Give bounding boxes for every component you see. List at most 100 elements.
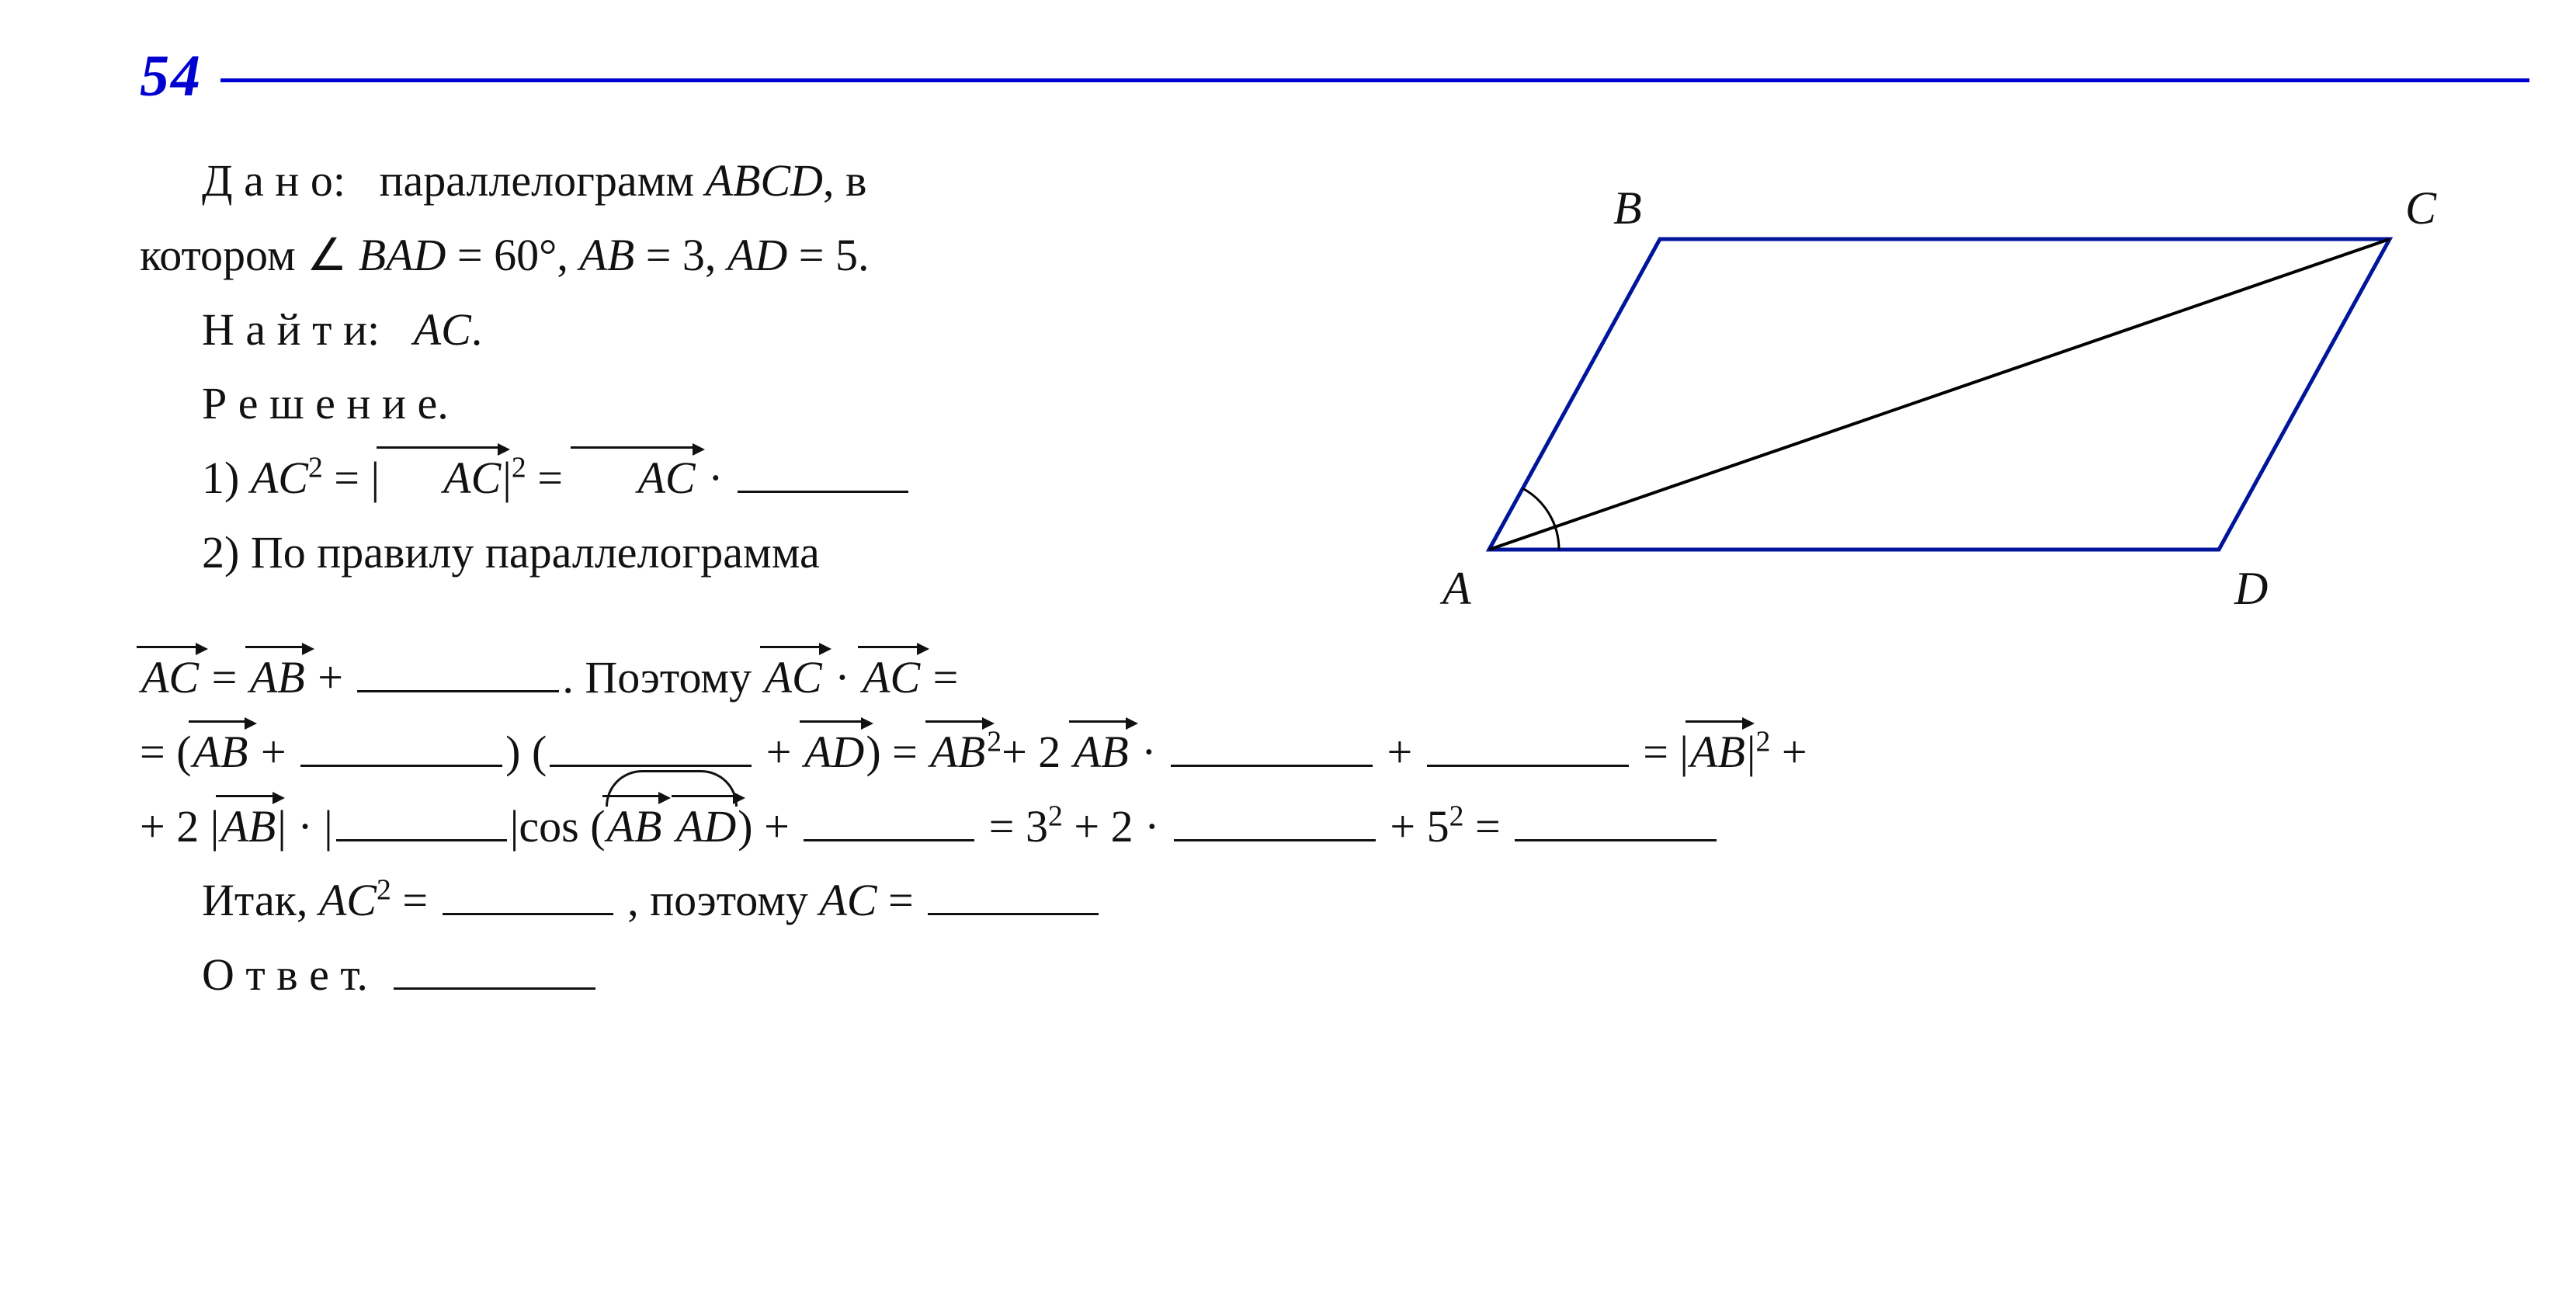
pl10: +	[1379, 801, 1427, 852]
dot1: ·	[697, 453, 734, 503]
vec-ac-2: AC	[574, 443, 696, 513]
side2v: 5	[835, 230, 858, 280]
bar4: |	[1747, 727, 1756, 777]
eq8: =	[892, 727, 929, 777]
vec-ac-4: AC	[763, 643, 824, 713]
s1p: 1)	[202, 453, 251, 503]
blank-9[interactable]	[1174, 798, 1376, 841]
shape-name: ABCD	[706, 155, 823, 206]
op2: (	[532, 727, 547, 777]
ac-fin: AC	[319, 875, 377, 925]
bar8: |	[510, 801, 519, 852]
angle-name: BAD	[359, 230, 446, 280]
pl5: +	[1376, 727, 1424, 777]
text-column: Д а н о: параллелограмм ABCD, в котором …	[140, 146, 1380, 592]
n5: 5	[1427, 801, 1449, 852]
eq7: =	[922, 652, 958, 703]
bar7: |	[324, 801, 333, 852]
side1v: 3	[682, 230, 705, 280]
cl3: )	[738, 801, 752, 852]
bar2: |	[502, 453, 512, 503]
sq7: 2	[377, 874, 391, 907]
therefore: поэтому	[650, 875, 808, 925]
eq9: =	[1643, 727, 1679, 777]
sq6: 2	[1449, 800, 1464, 832]
pl3: +	[755, 727, 803, 777]
angle-arc-span: AB AD	[606, 792, 738, 862]
blank-answer[interactable]	[394, 947, 595, 990]
find-line: Н а й т и: AC.	[140, 295, 1349, 365]
vec-ab-7: AB	[606, 792, 664, 862]
two: 2	[1111, 801, 1134, 852]
svg-text:B: B	[1613, 182, 1642, 234]
vec-ac-5: AC	[861, 643, 922, 713]
ac-fin2: AC	[819, 875, 877, 925]
blank-4[interactable]	[550, 724, 752, 767]
solution-label-line: Р е ш е н и е.	[140, 369, 1349, 439]
dot3: ·	[1130, 727, 1168, 777]
vec-ab-1: AB	[248, 643, 307, 713]
blank-7[interactable]	[336, 798, 507, 841]
blank-3[interactable]	[300, 724, 502, 767]
dot5: ·	[1134, 801, 1171, 852]
eq3: =	[787, 230, 835, 280]
vec-ab-4: AB	[1072, 717, 1130, 787]
pl2: +	[249, 727, 297, 777]
step-2b: AC = AB + . Поэтому AC · AC =	[140, 643, 2529, 713]
eq4: =	[334, 453, 370, 503]
s2p: 2) По правилу параллелограмма	[202, 527, 820, 578]
blank-5[interactable]	[1171, 724, 1373, 767]
figure-column: A B C D	[1380, 146, 2529, 643]
blank-10[interactable]	[1515, 798, 1717, 841]
step-2d: + 2 |AB| · ||cos (AB AD) + = 32 + 2 · + …	[140, 792, 2529, 862]
side1: AB	[579, 230, 634, 280]
dot4: ·	[286, 801, 324, 852]
blank-6[interactable]	[1427, 724, 1629, 767]
conclusion-line: Итак, AC2 = , поэтому AC =	[140, 866, 2529, 935]
bar1: |	[371, 453, 380, 503]
eq12: =	[391, 875, 439, 925]
thus: Итак,	[202, 875, 307, 925]
eq10: =	[989, 801, 1026, 852]
c2: ,	[705, 230, 727, 280]
bar6: |	[277, 801, 286, 852]
find-label: Н а й т и:	[202, 304, 380, 355]
step-2a: 2) По правилу параллелограмма	[140, 518, 1349, 588]
blank-11[interactable]	[443, 873, 613, 915]
cos: cos	[519, 801, 590, 852]
blank-8[interactable]	[804, 798, 974, 841]
vec-ab-5: AB	[1689, 717, 1747, 787]
vec-ad-2: AD	[675, 792, 738, 862]
vec-ab-6: AB	[219, 792, 277, 862]
eq1: =	[446, 230, 494, 280]
pl4: + 2	[1002, 727, 1072, 777]
c1: ,	[557, 230, 579, 280]
solution-label: Р е ш е н и е.	[202, 378, 449, 428]
svg-text:A: A	[1439, 563, 1471, 614]
angle-val: 60°	[494, 230, 557, 280]
blank-12[interactable]	[928, 873, 1099, 915]
side2: AD	[727, 230, 787, 280]
vec-ac-3: AC	[140, 643, 200, 713]
parallelogram-figure: A B C D	[1380, 146, 2529, 643]
pl1: +	[307, 652, 355, 703]
problem-number: 54	[140, 31, 202, 123]
pl6: +	[1770, 727, 1807, 777]
blank-2[interactable]	[357, 650, 559, 692]
body: Д а н о: параллелограмм ABCD, в котором …	[140, 146, 2529, 643]
cl1: )	[505, 727, 520, 777]
sq1: 2	[308, 452, 323, 484]
svg-text:C: C	[2405, 182, 2437, 234]
header: 54	[140, 31, 2529, 123]
blank-1[interactable]	[738, 450, 908, 493]
given-label: Д а н о:	[202, 155, 345, 206]
eq13: =	[877, 875, 925, 925]
pl7: + 2	[140, 801, 210, 852]
ac1: AC	[251, 453, 308, 503]
given-text-1: параллелограмм	[379, 155, 705, 206]
svg-text:D: D	[2234, 563, 2268, 614]
sq5: 2	[1048, 800, 1063, 832]
eq5: =	[537, 453, 574, 503]
bar5: |	[210, 801, 220, 852]
step-2c: = (AB + ) ( + AD) = AB2+ 2 AB · + = |AB|…	[140, 717, 2529, 787]
